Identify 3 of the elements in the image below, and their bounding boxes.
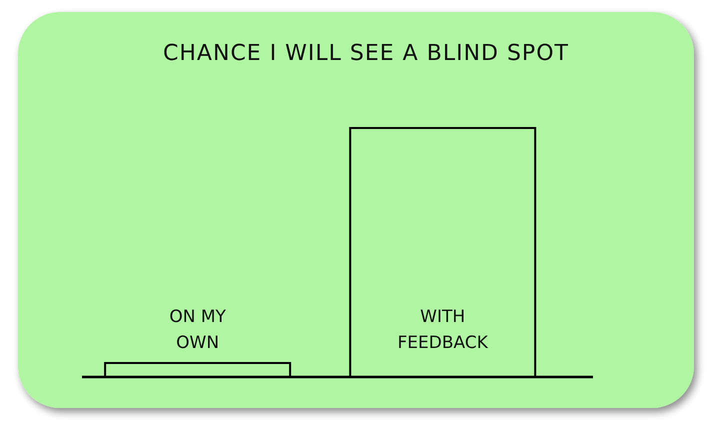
x-tick-label: WITH FEEDBACK: [397, 307, 489, 353]
chart-title: CHANCE I WILL SEE A BLIND SPOT: [163, 41, 569, 66]
x-tick-label: ON MY OWN: [169, 307, 226, 353]
